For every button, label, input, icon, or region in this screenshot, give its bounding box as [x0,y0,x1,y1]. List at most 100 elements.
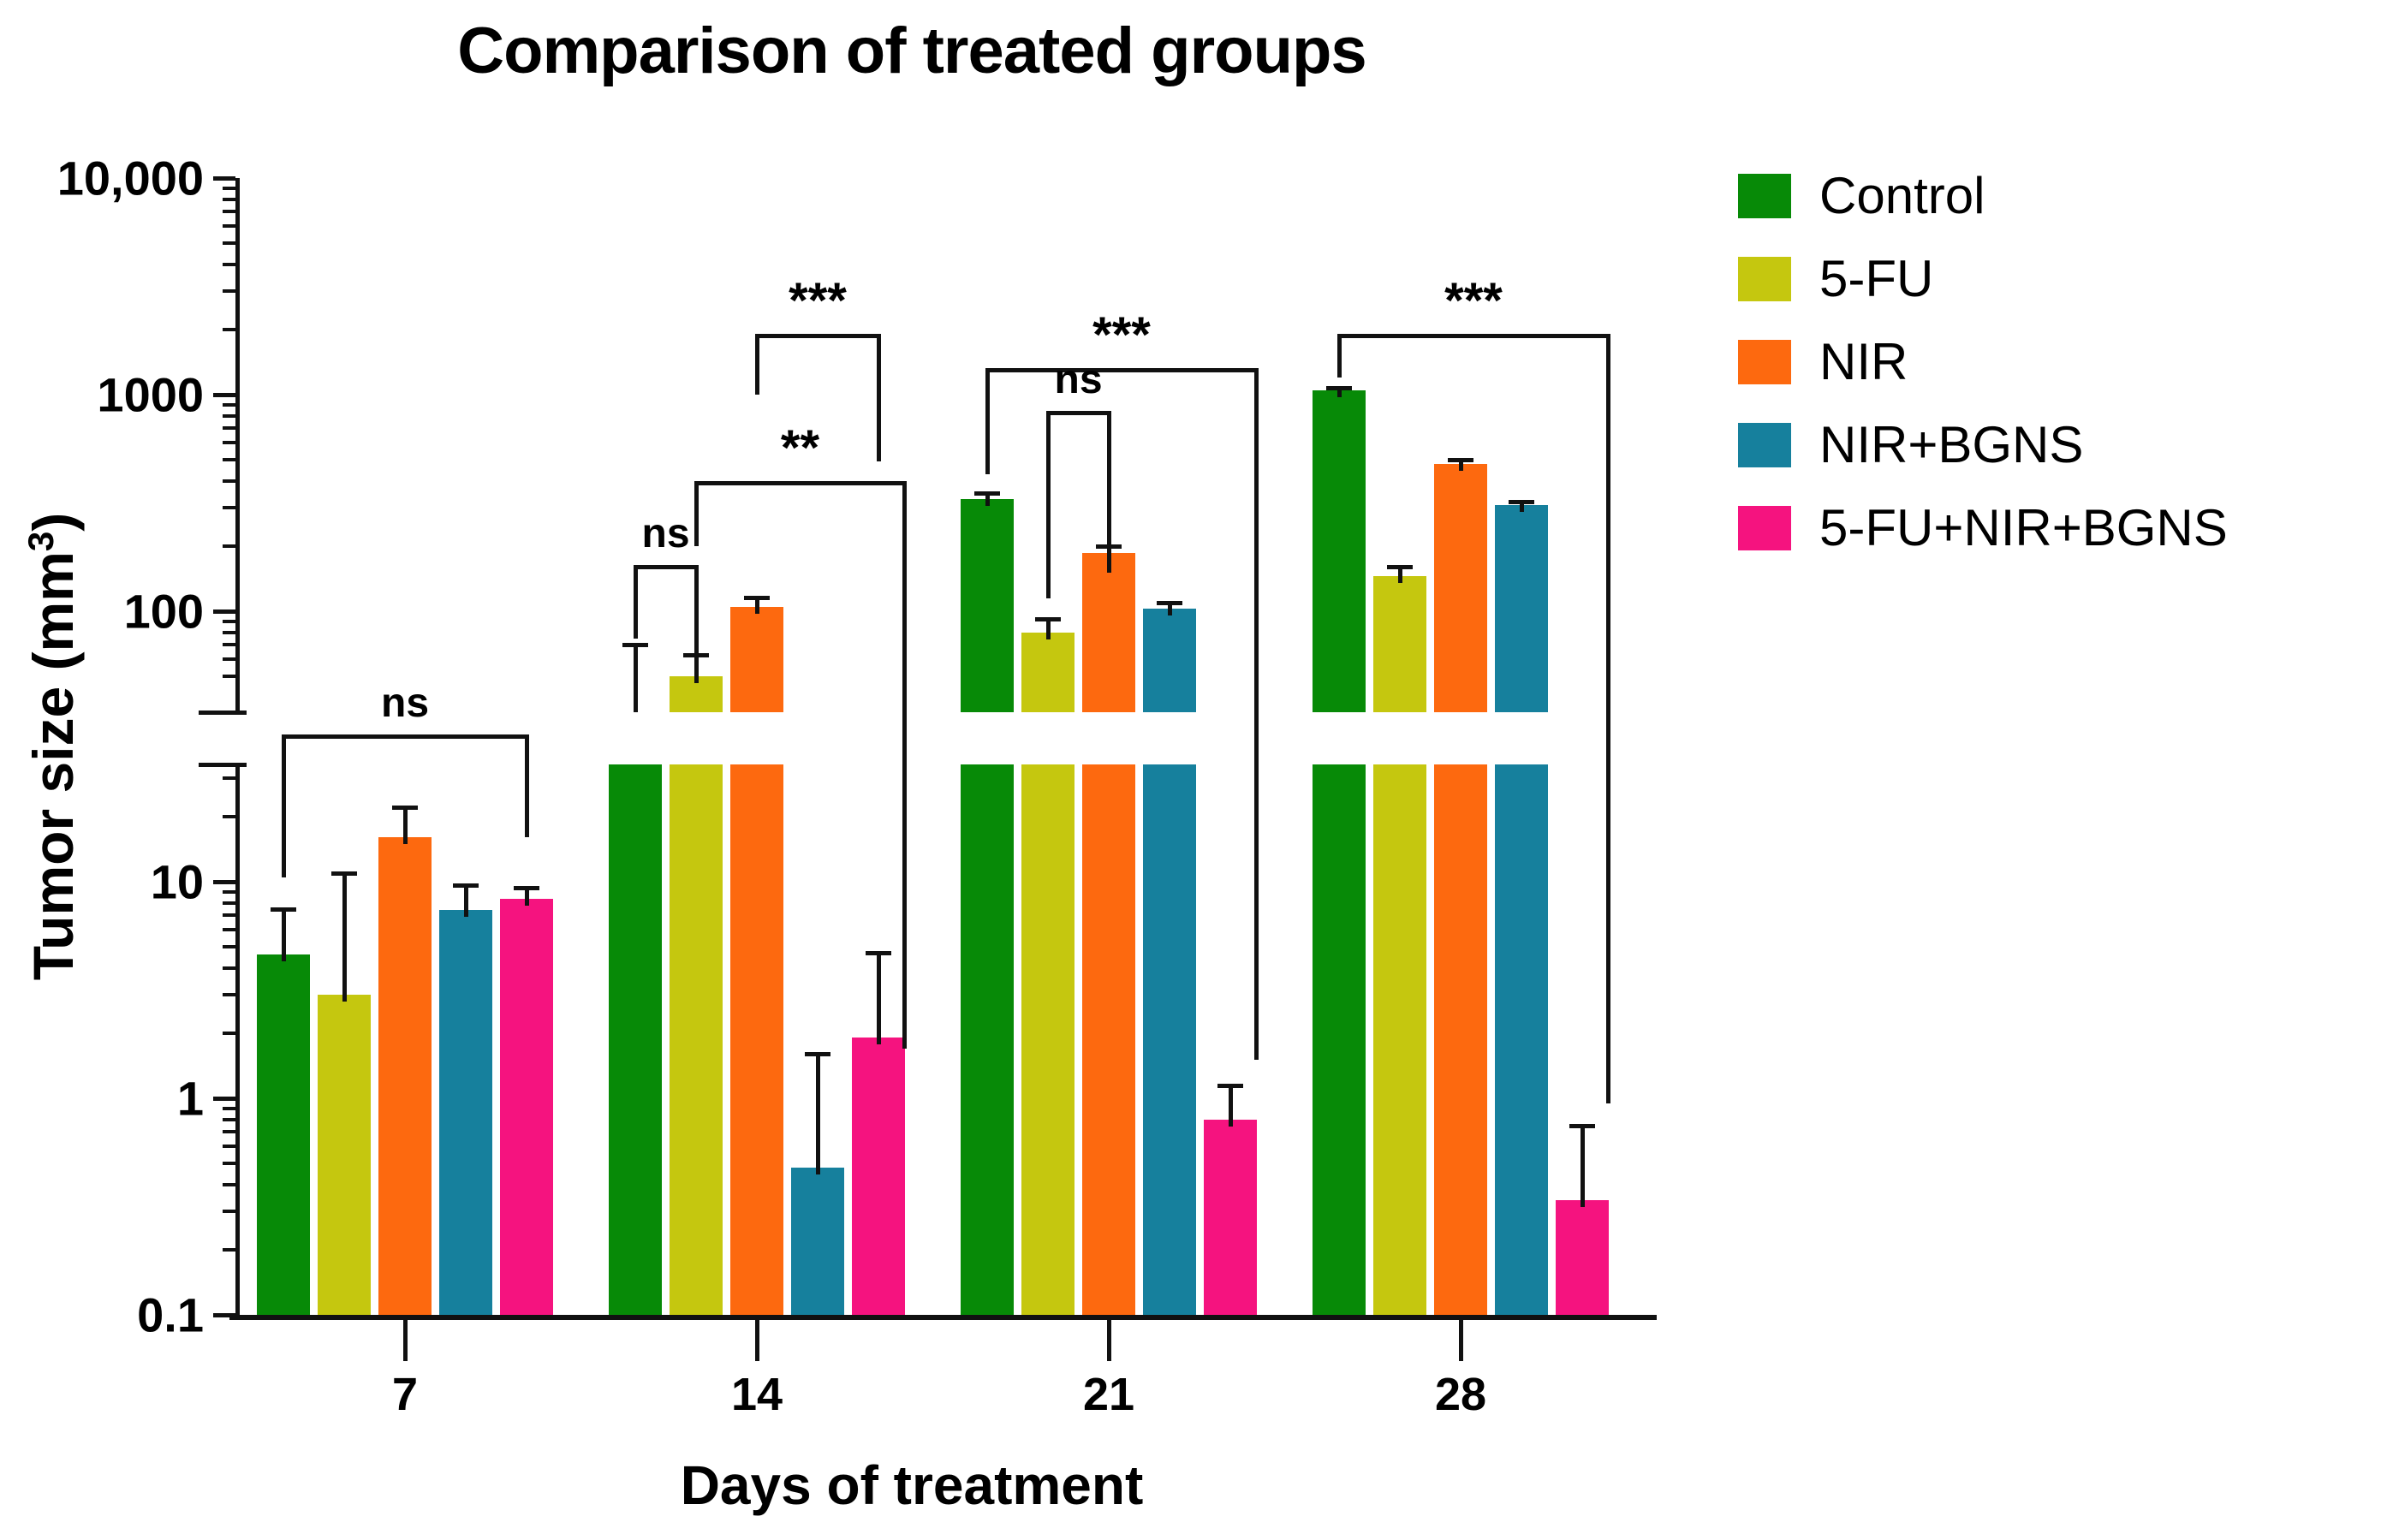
error-whisker-5-FU+NIR+BGNS-day7 [524,887,529,907]
error-cap-NIR+BGNS-day28 [1509,500,1534,505]
y-minor-tick [223,327,235,331]
error-cap-NIR+BGNS-day7 [453,883,479,889]
bar-5-FU-day7 [318,995,371,1315]
y-minor-tick [223,675,235,679]
error-cap-5-FU+NIR+BGNS-day14 [866,950,891,955]
error-cap-NIR+BGNS-day14 [805,1052,830,1057]
error-whisker-5-FU+NIR+BGNS-day21 [1228,1085,1233,1127]
error-whisker-NIR-day7 [402,807,408,845]
x-tick-label: 28 [1434,1369,1487,1420]
error-whisker-5-FU-day21 [1045,619,1051,639]
y-minor-tick [223,241,235,246]
sig-bracket-leg [902,480,907,1049]
bar-upper-NIR-day14 [730,606,783,712]
y-minor-tick [223,413,235,418]
y-minor-tick [223,1162,235,1166]
y-minor-tick [223,1210,235,1214]
y-minor-tick [223,1247,235,1252]
y-tick-label: 0.1 [137,1287,204,1342]
error-whisker-Control-day14 [633,645,638,712]
y-minor-tick [223,928,235,932]
bar-5-FU+NIR+BGNS-day14 [852,1038,905,1315]
error-whisker-5-FU+NIR+BGNS-day28 [1580,1125,1585,1207]
y-minor-tick [223,814,235,818]
x-tick [1106,1320,1111,1361]
y-minor-tick [223,1130,235,1134]
y-minor-tick [223,506,235,510]
legend-swatch-Control [1738,174,1791,218]
y-minor-tick [223,1145,235,1149]
x-tick-label: 14 [730,1369,783,1420]
y-minor-tick [223,966,235,970]
y-minor-tick [223,402,235,407]
bar-5-FU+NIR+BGNS-day7 [500,899,553,1315]
error-cap-5-FU+NIR+BGNS-day21 [1217,1083,1243,1088]
sig-bracket-ns-day14 [633,565,699,570]
y-major-tick [213,392,235,397]
y-minor-tick [223,913,235,918]
error-whisker-NIR+BGNS-day7 [463,885,468,918]
sig-bracket-***-day28 [1336,334,1610,339]
sig-bracket-leg [754,334,759,395]
y-minor-tick [223,1031,235,1035]
x-tick [1458,1320,1463,1361]
sig-bracket-***-day21 [985,368,1259,373]
y-minor-tick [223,544,235,548]
sig-bracket-leg [694,565,699,664]
sig-label-***-day21: *** [1092,307,1151,364]
error-cap-5-FU+NIR+BGNS-day7 [514,885,539,890]
error-whisker-NIR+BGNS-day14 [815,1054,820,1174]
error-whisker-5-FU-day28 [1397,567,1402,584]
sig-bracket-leg [633,565,638,639]
bar-5-FU+NIR+BGNS-day21 [1204,1119,1257,1315]
error-whisker-NIR-day28 [1458,460,1463,471]
y-minor-tick [223,426,235,431]
bar-NIR+BGNS-day7 [439,910,492,1315]
bar-upper-NIR-day21 [1082,553,1135,712]
sig-bracket-leg [1045,411,1051,598]
x-tick [754,1320,759,1361]
y-tick-label: 1000 [97,367,204,422]
error-whisker-Control-day28 [1336,387,1342,397]
x-axis-line [229,1315,1657,1320]
sig-bracket-leg [1253,368,1259,1061]
y-minor-tick [223,197,235,201]
bar-NIR-day21 [1082,764,1135,1315]
error-whisker-NIR+BGNS-day21 [1167,602,1172,615]
sig-bracket-ns-day21 [1045,411,1111,416]
bar-5-FU-day28 [1373,764,1426,1315]
bar-upper-Control-day28 [1313,389,1366,712]
error-cap-NIR-day14 [744,595,770,600]
sig-bracket-leg [281,734,286,877]
y-minor-tick [223,643,235,647]
sig-label-ns-day21: ns [1054,357,1103,403]
legend-label-5-FU: 5-FU [1819,250,1934,307]
y-minor-tick [223,657,235,662]
x-axis-title: Days of treatment [680,1454,1144,1516]
y-minor-tick [223,889,235,894]
bar-Control-day28 [1313,764,1366,1315]
bar-5-FU+NIR+BGNS-day28 [1556,1199,1609,1315]
bar-Control-day7 [257,954,310,1315]
sig-label-ns-day14: ns [641,511,690,557]
y-tick-label: 10,000 [57,151,204,205]
y-minor-tick [223,1106,235,1110]
legend-label-NIR: NIR [1819,333,1908,390]
bar-upper-NIR+BGNS-day21 [1143,608,1196,712]
y-axis-upper-segment [235,178,240,712]
error-whisker-NIR+BGNS-day28 [1519,502,1524,512]
y-minor-tick [223,1117,235,1121]
bar-NIR+BGNS-day21 [1143,764,1196,1315]
legend-swatch-5-FU+NIR+BGNS [1738,506,1791,550]
bar-NIR+BGNS-day14 [791,1167,844,1315]
error-cap-Control-day14 [622,643,648,648]
sig-label-***-day14: *** [789,273,847,330]
bar-5-FU-day14 [670,764,723,1315]
error-cap-NIR+BGNS-day21 [1157,600,1182,605]
error-cap-NIR-day28 [1448,458,1473,463]
sig-label-***-day28: *** [1444,273,1503,330]
y-minor-tick [223,776,235,781]
y-axis-lower-segment [235,764,240,1315]
sig-bracket-leg [694,480,699,546]
